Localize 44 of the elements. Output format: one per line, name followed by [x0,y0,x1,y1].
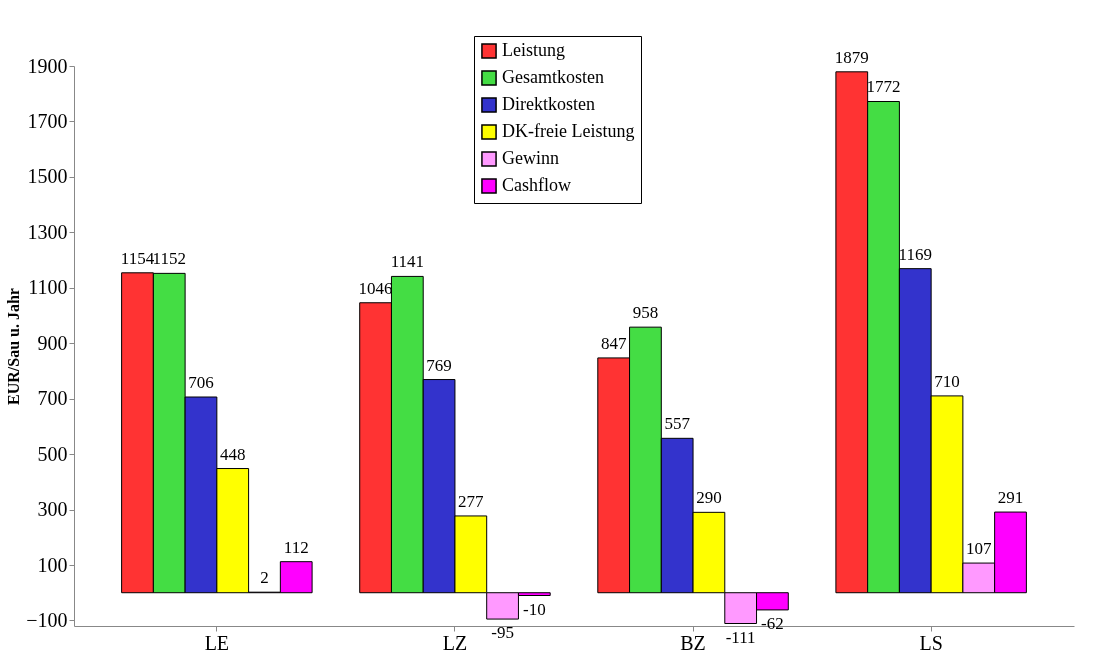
data-label: -10 [522,599,546,619]
y-tick-label: 1900 [27,54,68,77]
y-tick-label: 300 [37,498,68,521]
y-tick-label: 1700 [27,109,68,132]
x-tick-label: LE [204,631,230,654]
data-label: 706 [188,373,214,393]
legend-label: Leistung [502,40,565,60]
y-tick-label: −100 [26,608,68,631]
y-tick-label: 1300 [27,220,68,243]
y-tick-label: 1500 [27,165,68,188]
data-label: 290 [696,488,722,508]
data-label: 1879 [834,47,869,67]
data-label: 107 [966,539,993,559]
x-tick-label: LS [919,631,943,654]
y-tick-label: 700 [37,387,68,410]
data-label: 1772 [866,77,901,97]
data-label: 1141 [390,252,425,272]
data-label: 277 [458,491,485,511]
data-label: -111 [725,627,756,647]
x-tick-label: LZ [442,631,468,654]
legend-label: Gewinn [502,148,559,168]
data-label: 557 [664,414,691,434]
data-label: 448 [219,444,246,464]
data-label: 847 [600,333,627,353]
data-label: 769 [426,355,452,375]
x-tick-label: BZ [680,631,706,654]
legend-label: DK-freie Leistung [502,121,635,141]
y-tick-label: 100 [37,553,68,576]
legend-label: Cashflow [502,175,571,195]
data-label: 958 [632,303,659,323]
legend-label: Direktkosten [502,94,595,114]
data-label: -95 [491,623,514,643]
data-label: -62 [761,613,784,633]
y-tick-label: 900 [37,331,68,354]
data-label: 112 [283,537,309,557]
data-label: 710 [934,371,960,391]
y-axis-title: EUR/Sau u. Jahr [5,288,23,405]
legend-label: Gesamtkosten [502,67,604,87]
data-label: 1169 [898,244,932,264]
data-label: 1154 [120,248,155,268]
data-label: 291 [997,488,1024,508]
data-label: 2 [260,568,269,588]
y-tick-label: 1100 [28,276,68,299]
y-tick-label: 500 [37,442,68,465]
